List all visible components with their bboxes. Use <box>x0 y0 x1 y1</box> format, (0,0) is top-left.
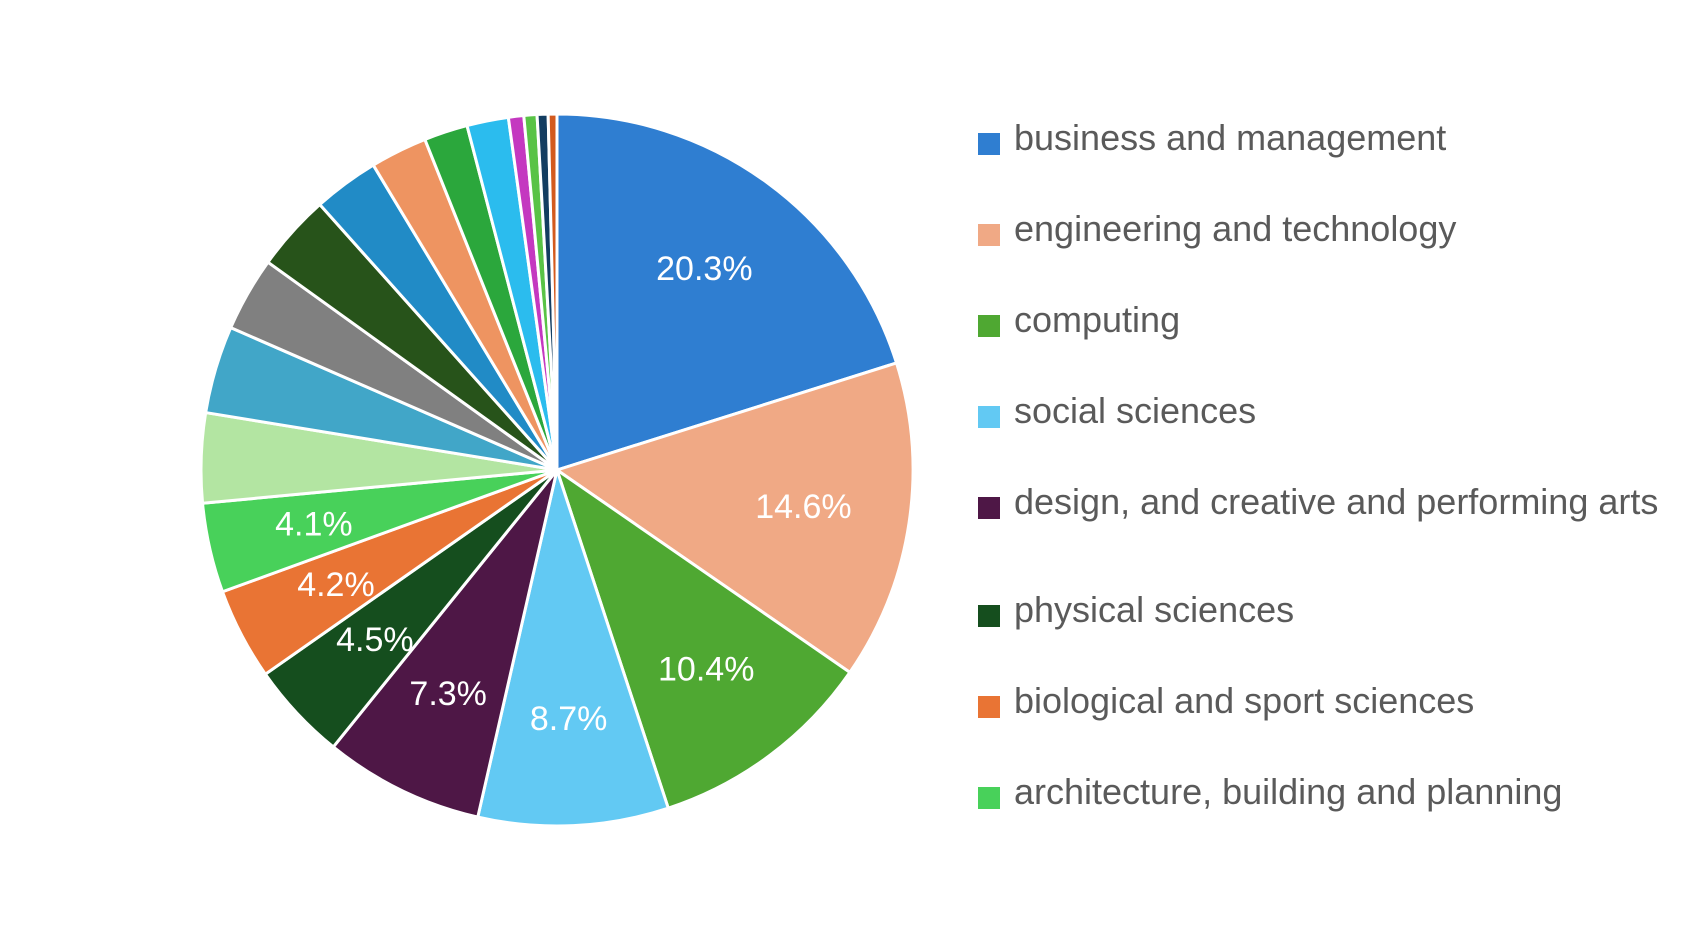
pie-slice-2 <box>555 361 915 674</box>
legend-label: physical sciences <box>1014 589 1295 630</box>
pie-slice-4 <box>476 468 670 828</box>
legend-swatch <box>978 497 1000 519</box>
legend-swatch <box>978 224 1000 246</box>
data-label-4: 8.7% <box>530 700 608 738</box>
pie-slice-1 <box>555 112 899 472</box>
data-label-3: 10.4% <box>658 651 754 689</box>
legend-label: engineering and technology <box>1014 208 1457 249</box>
pie-slice-3 <box>555 468 852 810</box>
data-label-5: 7.3% <box>409 675 487 713</box>
legend-swatch <box>978 787 1000 809</box>
legend-label: computing <box>1014 299 1181 340</box>
legend-swatch <box>978 315 1000 337</box>
pie-slices <box>199 112 915 828</box>
data-label-8: 4.1% <box>275 506 353 544</box>
legend-swatch <box>978 696 1000 718</box>
legend-label: social sciences <box>1014 390 1257 431</box>
legend-swatch <box>978 605 1000 627</box>
data-label-1: 20.3% <box>656 250 752 288</box>
legend-label: design, and creative and performing arts <box>1014 481 1659 522</box>
legend-label: business and management <box>1014 117 1447 158</box>
pie-slice-labels: 20.3% 14.6% 10.4% 8.7% 7.3% 4.5% 4.2% 4.1% <box>275 250 851 738</box>
legend-swatch <box>978 133 1000 155</box>
pie-slice-5 <box>331 468 559 819</box>
data-label-6: 4.5% <box>336 621 414 659</box>
pie-slice-20 <box>546 112 559 472</box>
data-label-7: 4.2% <box>297 566 375 604</box>
legend-label: architecture, building and planning <box>1014 771 1563 812</box>
data-label-2: 14.6% <box>755 488 851 526</box>
legend-swatch <box>978 406 1000 428</box>
legend-label: biological and sport sciences <box>1014 680 1475 721</box>
